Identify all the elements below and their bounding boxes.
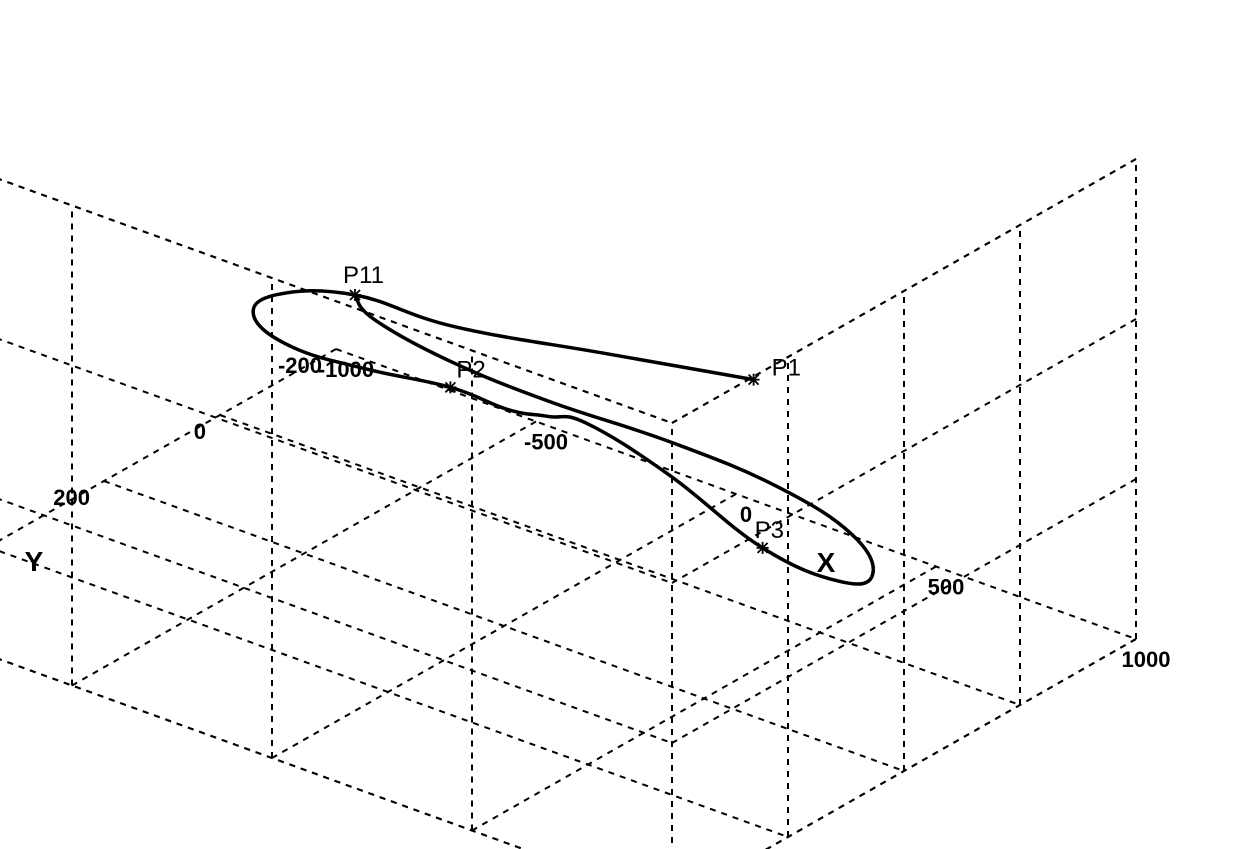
point-label: P1: [772, 355, 801, 382]
x-tick-label: -1000: [318, 357, 374, 382]
y-tick-label: 0: [194, 419, 206, 444]
point-label: P3: [755, 517, 784, 544]
3d-chart: P1P11P2P3 -1000-50005001000-200020040060…: [0, 0, 1240, 849]
x-tick-label: 0: [740, 502, 752, 527]
point-marker: [748, 374, 760, 386]
x-axis-label: X: [817, 547, 836, 578]
axis-labels: XYZ: [0, 374, 836, 578]
grid: [0, 133, 1136, 849]
point-marker: [349, 289, 361, 301]
point-label: P11: [343, 262, 384, 289]
x-tick-label: 500: [928, 575, 965, 600]
point-marker: [444, 381, 456, 393]
y-tick-label: -200: [278, 353, 322, 378]
x-tick-label: -500: [524, 430, 568, 455]
tick-labels: -1000-50005001000-2000200400600-50005001…: [0, 121, 1170, 672]
y-axis-label: Y: [25, 546, 44, 577]
y-tick-label: 200: [53, 485, 90, 510]
x-tick-label: 1000: [1122, 647, 1171, 672]
point-label: P2: [456, 356, 485, 383]
